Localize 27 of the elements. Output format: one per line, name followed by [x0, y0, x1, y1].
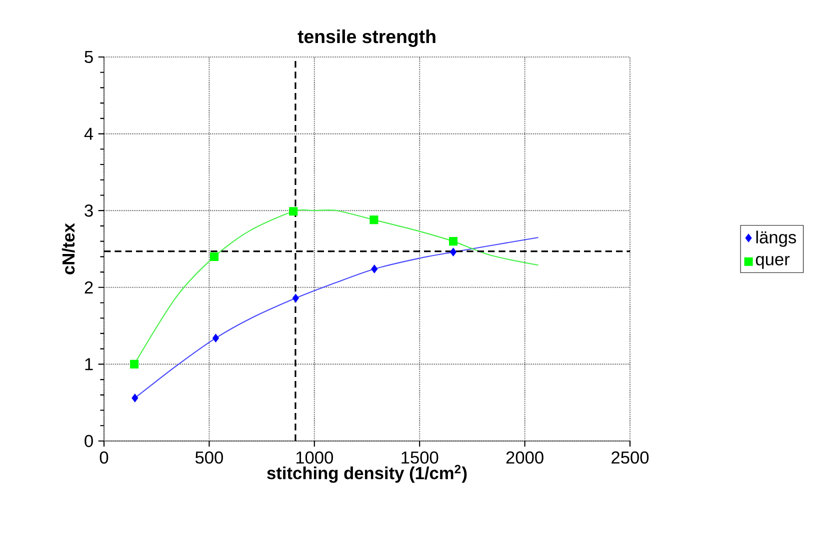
legend-label: längs — [756, 230, 796, 247]
chart-title: tensile strength — [298, 29, 436, 47]
point — [450, 248, 457, 256]
legend-label: quer — [756, 256, 790, 269]
point — [132, 394, 138, 402]
x-tick-label: 1000 — [296, 451, 333, 464]
point — [371, 264, 378, 274]
x-tick-label: 1500 — [402, 451, 438, 464]
point — [448, 237, 458, 246]
point — [210, 252, 219, 261]
y-tick-label: 5 — [84, 50, 93, 64]
x-axis-title: stitching density (1/cm$^{2}$) — [267, 464, 467, 483]
x-tick-label: 500 — [195, 451, 223, 464]
y-tick-label: 2 — [84, 281, 93, 294]
point — [370, 216, 378, 224]
y-axis-title: cN/tex — [62, 223, 75, 274]
y-tick-label: 4 — [84, 128, 94, 140]
point — [292, 294, 299, 302]
x-tick-label: 2500 — [612, 451, 649, 464]
x-tick-label: 0 — [100, 451, 108, 464]
point — [130, 360, 139, 368]
y-tick-label: 0 — [84, 434, 93, 448]
y-tick-label: 3 — [84, 204, 93, 217]
point — [212, 334, 219, 342]
x-tick-label: 2000 — [506, 451, 544, 464]
y-tick-label: 1 — [85, 358, 93, 370]
point — [289, 207, 298, 216]
